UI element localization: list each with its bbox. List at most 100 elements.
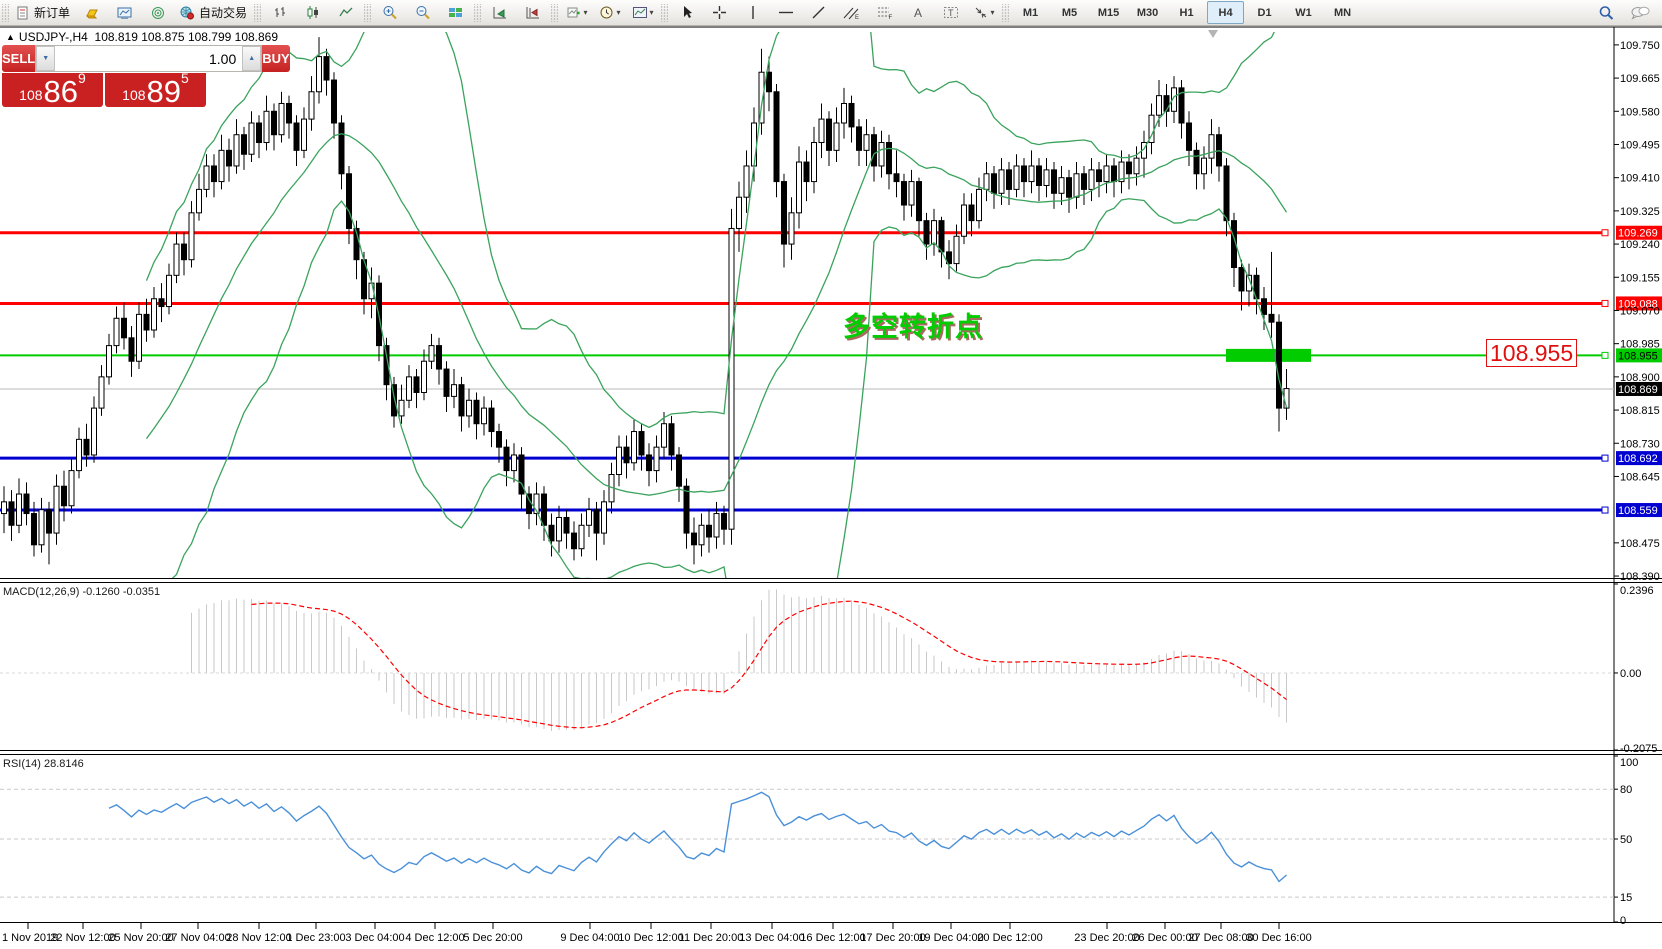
timeframe-m15[interactable]: M15 [1097,6,1120,19]
chart-shift-button[interactable] [517,1,548,24]
hline-108.559[interactable]: 108.559 [0,503,1662,518]
label-button[interactable]: T [935,1,966,24]
cursor-button[interactable] [671,1,702,24]
zoom-in-button[interactable] [374,1,405,24]
new-order-icon [17,6,28,19]
new-order-button[interactable]: 新订单 [12,1,74,24]
timeframe-h1[interactable]: H1 [1179,6,1194,19]
bar-chart-button[interactable] [264,1,295,24]
svg-text:109.155: 109.155 [1620,272,1660,284]
svg-text:108.390: 108.390 [1620,571,1660,583]
sell-button[interactable]: SELL [2,45,36,72]
timeframe-h4[interactable]: H4 [1207,1,1245,24]
fibonacci-button[interactable]: F [869,1,900,24]
navigator-button[interactable] [142,1,173,24]
collapse-icon[interactable]: ▲ [6,32,15,42]
toolbar-grip[interactable] [254,3,262,22]
toolbar-grip[interactable] [364,3,372,22]
hline-108.955[interactable]: 108.955 [0,348,1662,363]
chat-icon [1630,6,1649,20]
hline-109.088[interactable]: 109.088 [0,296,1662,311]
templates-button[interactable]: ▾ [627,1,658,24]
periods-button[interactable]: ▾ [594,1,625,24]
svg-text:109.240: 109.240 [1620,239,1660,251]
cursor-icon [683,6,692,18]
svg-text:11 Dec 20:00: 11 Dec 20:00 [679,932,744,944]
hline-108.692[interactable]: 108.692 [0,451,1662,466]
search-icon [1599,5,1614,20]
horizontal-line-icon [778,11,793,14]
trendline-button[interactable] [803,1,834,24]
timeframe-d1[interactable]: D1 [1257,6,1272,19]
chat-button[interactable] [1624,1,1655,24]
timeframe-m30[interactable]: M30 [1136,6,1159,19]
tile-windows-button[interactable] [440,1,471,24]
svg-text:109.750: 109.750 [1620,40,1660,52]
svg-text:27 Dec 08:00: 27 Dec 08:00 [1188,932,1253,944]
toolbar-grip[interactable] [661,3,669,22]
search-button[interactable] [1591,1,1622,24]
text-a-icon: A [914,6,922,20]
toolbar-grip[interactable] [1002,3,1010,22]
text-button[interactable]: A [902,1,933,24]
timeframe-m1[interactable]: M1 [1022,6,1039,19]
autotrading-label: 自动交易 [199,6,248,20]
timeframe-mn[interactable]: MN [1333,6,1352,19]
chart-annotation-text[interactable]: 多空转折点 [843,312,983,342]
svg-text:100: 100 [1620,757,1638,769]
svg-text:T: T [948,8,954,18]
channel-button[interactable]: E [836,1,867,24]
svg-text:26 Dec 00:00: 26 Dec 00:00 [1132,932,1197,944]
price-badge-109.088 [1616,296,1662,311]
buy-button[interactable]: BUY [262,45,290,72]
gold-button[interactable] [76,1,107,24]
line-chart-button[interactable] [330,1,361,24]
crosshair-button[interactable] [704,1,735,24]
bid-price-badge [1616,381,1662,396]
autotrading-button[interactable]: 自动交易 [175,1,251,24]
svg-text:1 Dec 23:00: 1 Dec 23:00 [286,932,345,944]
timeframe-w1[interactable]: W1 [1295,6,1312,19]
new-order-label: 新订单 [34,6,71,20]
sell-price-big: 86 [43,74,79,109]
svg-text:13 Dec 04:00: 13 Dec 04:00 [739,932,804,944]
candlestick-chart-button[interactable] [297,1,328,24]
svg-text:108.692: 108.692 [1618,453,1658,465]
svg-text:109.269: 109.269 [1618,228,1658,240]
buy-price-big: 89 [146,74,182,109]
svg-text:109.410: 109.410 [1620,173,1660,185]
svg-text:20 Dec 12:00: 20 Dec 12:00 [977,932,1042,944]
zoom-out-button[interactable] [407,1,438,24]
vertical-line-button[interactable] [737,1,768,24]
candlestick-chart-icon [307,6,318,19]
volume-decrease-button[interactable]: ▼ [36,46,56,71]
svg-text:15: 15 [1620,892,1632,904]
arrows-button[interactable]: ▾ [968,1,999,24]
sell-price-display[interactable]: 108 86 9 [2,71,103,109]
horizontal-line-button[interactable] [770,1,801,24]
buy-price-pip: 5 [181,70,189,86]
volume-increase-button[interactable]: ▲ [242,46,262,71]
dropdown-caret: ▾ [583,8,588,17]
market-watch-button[interactable] [109,1,140,24]
auto-scroll-button[interactable] [484,1,515,24]
toolbar: 新订单 自动交易 [0,0,1662,26]
toolbar-grip[interactable] [2,3,9,22]
hline-109.269[interactable]: 109.269 [0,225,1662,240]
timeframe-m5[interactable]: M5 [1061,6,1078,19]
templates-icon [632,7,647,18]
indicators-button[interactable]: ▾ [561,1,592,24]
rsi-indicator-label: RSI(14) 28.8146 [3,758,84,770]
svg-text:3 Dec 04:00: 3 Dec 04:00 [345,932,404,944]
market-watch-icon [117,7,132,19]
toolbar-grip[interactable] [474,3,482,22]
text-label-icon: T [943,7,958,18]
indicators-plus-icon [567,7,580,18]
toolbar-grip[interactable] [551,3,559,22]
buy-price-display[interactable]: 108 89 5 [105,70,206,109]
volume-input[interactable] [55,46,243,71]
autotrading-icon [180,6,195,19]
price-alert-label[interactable]: 108.955 [1486,339,1578,367]
